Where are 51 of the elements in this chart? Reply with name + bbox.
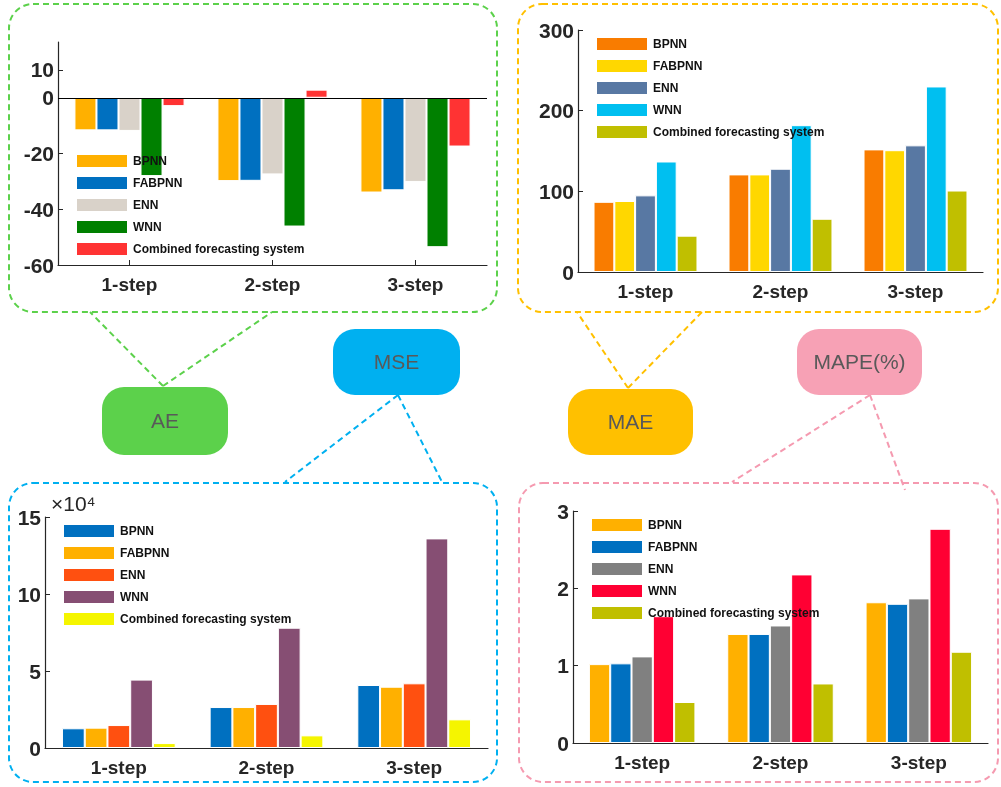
y-tick-label: 10 <box>30 58 54 82</box>
legend-label: FABPNN <box>120 546 170 560</box>
text: AE <box>102 387 228 455</box>
legend-label: FABPNN <box>653 59 703 73</box>
x-tick-label: 2-step <box>752 281 809 302</box>
y-tick-label: 0 <box>562 260 574 284</box>
legend-label: ENN <box>120 568 146 582</box>
legend-label: BPNN <box>653 37 688 51</box>
legend-label: ENN <box>133 198 159 212</box>
chart-title: MAPE(%) <box>797 329 922 395</box>
text: ×10⁴ <box>51 492 96 515</box>
y-tick-label: 3 <box>557 499 569 523</box>
y-tick-label: 0 <box>557 731 569 755</box>
y-tick-label: 2 <box>557 576 569 600</box>
x-tick-label: 3-step <box>387 274 444 295</box>
legend-label: Combined forecasting system <box>133 242 305 256</box>
y-tick-label: 0 <box>42 86 54 110</box>
legend-label: BPNN <box>120 524 155 538</box>
legend-label: ENN <box>653 81 679 95</box>
text: MAE <box>568 389 693 455</box>
y-tick-label: -40 <box>23 197 54 221</box>
y-tick-label: -20 <box>23 142 54 165</box>
x-tick-label: 2-step <box>244 274 301 295</box>
legend-label: WNN <box>648 584 677 598</box>
y-tick-label: 0 <box>29 736 41 760</box>
y-tick-label: 5 <box>29 659 42 683</box>
x-tick-label: 3-step <box>887 281 944 302</box>
y-tick-label: 10 <box>17 582 41 606</box>
x-tick-label: 1-step <box>101 274 158 295</box>
y-tick-label: 15 <box>17 505 42 529</box>
legend-label: WNN <box>120 590 149 604</box>
legend-label: FABPNN <box>133 176 183 190</box>
legend-label: ENN <box>648 562 674 576</box>
legend-label: BPNN <box>648 518 683 532</box>
x-tick-label: 1-step <box>617 281 674 302</box>
y-tick-label: 1 <box>557 654 570 678</box>
x-tick-label: 1-step <box>614 752 671 773</box>
x-tick-label: 2-step <box>238 757 295 778</box>
x-tick-label: 1-step <box>90 757 147 778</box>
y-tick-label: 200 <box>538 99 574 123</box>
legend-label: WNN <box>133 220 162 234</box>
x-tick-label: 3-step <box>890 752 947 773</box>
y-tick-label: -60 <box>23 253 54 277</box>
x-tick-label: 2-step <box>752 752 809 773</box>
y-tick-label: 100 <box>538 179 574 203</box>
x-tick-label: 3-step <box>386 757 443 778</box>
y-tick-label: 300 <box>538 18 574 42</box>
legend-label: Combined forecasting system <box>120 612 292 626</box>
chart-title: MSE <box>333 329 460 395</box>
legend-label: WNN <box>653 103 682 117</box>
legend-label: FABPNN <box>648 540 698 554</box>
